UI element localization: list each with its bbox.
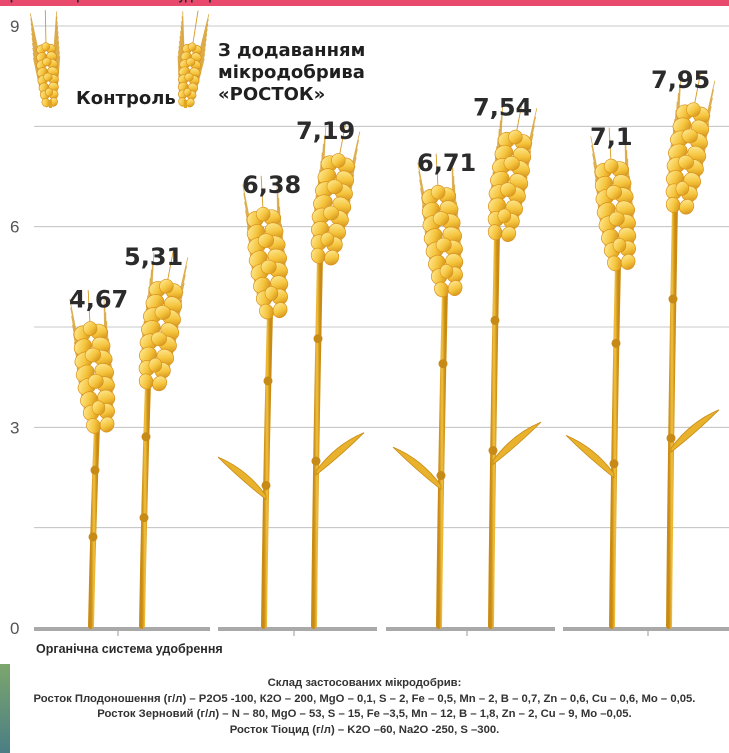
wheat-ear xyxy=(665,71,716,215)
wheat-leaf xyxy=(492,421,542,466)
wheat-bar-chart: 0 3 6 9 4,67 6,38 6,71 7,1 5,31 7,19 7,54 7,95 Кон… xyxy=(0,0,729,656)
wheat-leaf xyxy=(217,456,267,501)
baseline-segment xyxy=(218,627,377,631)
footnote-line: Росток Зерновий (г/л) – N – 80, MgO – 53… xyxy=(97,708,632,720)
rostok-value-label: 7,95 xyxy=(651,66,710,94)
control-bar xyxy=(217,175,289,629)
baseline-segment xyxy=(386,627,555,631)
legend-rostok-label: «РОСТОК» xyxy=(218,84,325,105)
wheat-ear xyxy=(417,153,464,298)
footnote-line: Росток Тіоцид (г/л) – K2O –60, Na2O -250… xyxy=(229,723,500,736)
wheat-ear xyxy=(242,175,289,320)
wheat-ear xyxy=(487,99,538,242)
baseline-segment xyxy=(34,627,210,631)
left-edge-decoration xyxy=(0,664,10,753)
control-value-label: 6,71 xyxy=(417,149,476,177)
wheat-ear xyxy=(29,10,61,108)
wheat-ear xyxy=(177,10,210,108)
rostok-bar xyxy=(665,71,720,629)
y-tick-label: 3 xyxy=(10,418,19,437)
fertilizer-composition-note: Склад застосованих мікродобрив: Росток П… xyxy=(0,676,729,738)
legend-rostok-label: мікродобрива xyxy=(218,62,365,83)
wheat-ear xyxy=(590,127,637,272)
control-value-label: 7,1 xyxy=(590,123,633,151)
legend-control-label: Контроль xyxy=(76,88,176,109)
wheat-leaf xyxy=(315,432,365,476)
x-axis-categories: Органічна система удобрення Органо-мінера… xyxy=(0,0,649,656)
wheat-leaf xyxy=(565,435,615,479)
rostok-value-label: 7,54 xyxy=(473,94,532,122)
rostok-bar xyxy=(310,122,365,629)
wheat-leaf xyxy=(392,446,442,491)
y-tick-label: 6 xyxy=(10,218,19,237)
wheat-bars xyxy=(69,71,720,629)
wheat-ear xyxy=(69,290,116,434)
control-value-label: 6,38 xyxy=(242,171,301,199)
rostok-value-label: 5,31 xyxy=(124,243,183,271)
rostok-value-label: 7,19 xyxy=(296,117,355,145)
control-value-label: 4,67 xyxy=(69,286,128,314)
control-bar xyxy=(69,290,116,629)
baseline-segment xyxy=(563,627,729,631)
y-tick-label: 9 xyxy=(10,17,19,36)
wheat-leaf xyxy=(670,409,720,454)
legend-rostok-label: З додаванням xyxy=(218,40,365,61)
wheat-ear xyxy=(310,122,361,266)
rostok-bar xyxy=(487,99,542,629)
x-category-label: Органічна система удобрення xyxy=(36,642,223,656)
wheat-ear xyxy=(138,248,189,392)
top-accent-stripe xyxy=(0,0,729,6)
legend-control-icon xyxy=(29,10,61,108)
control-bar xyxy=(565,127,637,629)
control-bar xyxy=(392,153,464,629)
y-tick-label: 0 xyxy=(10,619,19,638)
x-axis-baseline xyxy=(34,627,729,631)
y-axis: 0 3 6 9 xyxy=(10,17,19,638)
footnote-line: Росток Плодоношення (г/л) – Р2О5 -100, К… xyxy=(33,692,696,705)
legend-rostok-icon xyxy=(177,10,210,108)
x-category-label: Органо-мінеральна система удобрення xyxy=(0,0,245,3)
value-labels: 4,67 6,38 6,71 7,1 5,31 7,19 7,54 7,95 xyxy=(69,66,710,313)
rostok-bar xyxy=(138,248,189,629)
footnote-title: Склад застосованих мікродобрив: xyxy=(267,677,462,689)
